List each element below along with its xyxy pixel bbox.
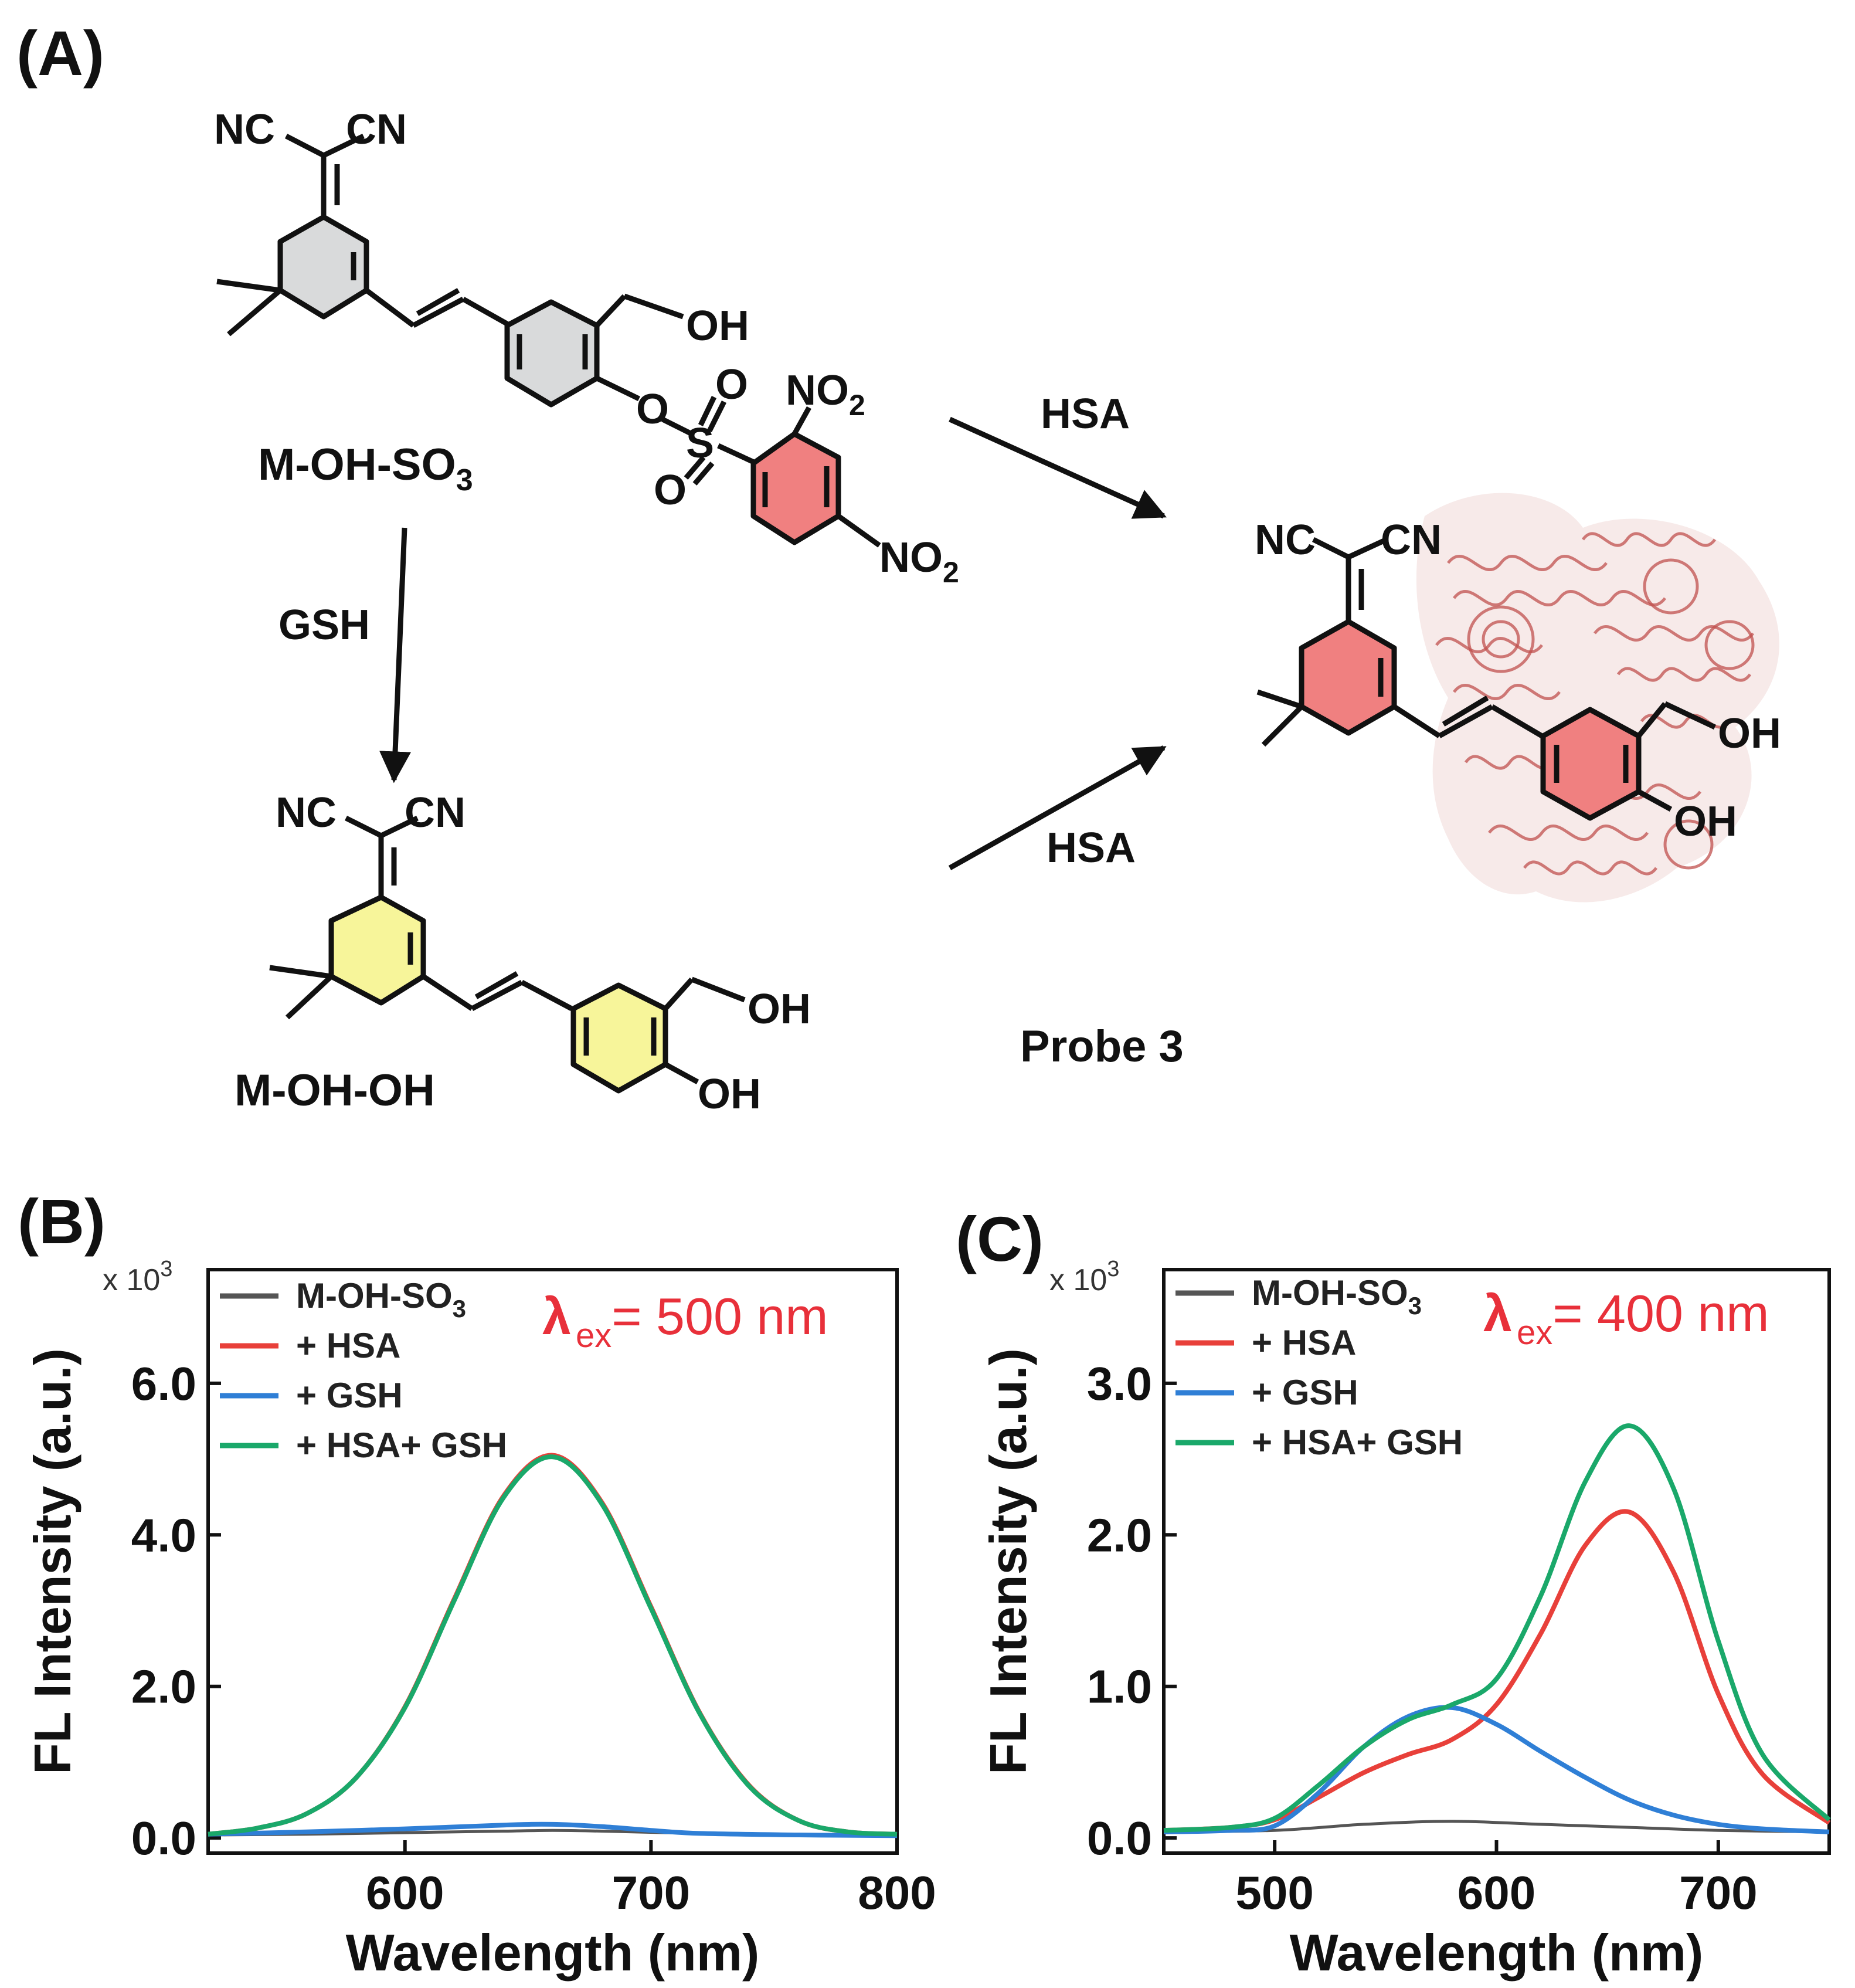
y-axis-label: FL Intensity (a.u.) — [23, 1348, 81, 1775]
compound-1-o-label-1: O — [636, 386, 669, 433]
y-tick-label: 6.0 — [131, 1358, 196, 1410]
y-multiplier-label: x 103 — [1049, 1257, 1119, 1297]
compound-2-structure — [269, 815, 746, 1094]
arrow-bottom-hsa — [948, 745, 1167, 870]
compound-2-cyclohexene-ring — [328, 894, 426, 1006]
arrow-bottom-hsa-label: HSA — [1047, 825, 1136, 871]
compound-3-cn-label: CN — [1381, 517, 1442, 564]
y-tick-label: 2.0 — [1087, 1509, 1152, 1561]
x-tick-label: 600 — [366, 1867, 444, 1919]
series-line — [1163, 1820, 1830, 1834]
series-line — [1163, 1423, 1831, 1833]
compound-3-nc-label: NC — [1255, 517, 1316, 564]
x-axis-label: Wavelength (nm) — [346, 1923, 760, 1982]
legend-label: M-OH-SO3 — [296, 1276, 466, 1322]
compound-1-cyclohexene-ring — [277, 214, 369, 320]
series-line — [208, 1454, 898, 1837]
y-tick-label: 0.0 — [1087, 1812, 1152, 1864]
chart-b: (B) 600 700 800 0.0 2.0 4.0 6.0 Wavelength (nm) F… — [18, 1186, 936, 1982]
y-tick-label: 3.0 — [1087, 1358, 1152, 1410]
compound-1-oh-label: OH — [686, 303, 749, 350]
legend-label: + GSH — [1252, 1373, 1358, 1412]
compound-3-oh-label-2: OH — [1674, 798, 1737, 845]
compound-1-dinitrophenyl-ring — [750, 431, 841, 545]
x-axis-label: Wavelength (nm) — [1290, 1923, 1704, 1982]
compound-3-structure — [1256, 537, 1716, 821]
chart-c: (C) 500 600 700 0.0 1.0 2.0 3.0 Wavelength (nm) F… — [956, 1203, 1831, 1982]
panel-a-label: (A) — [16, 18, 104, 89]
series-line — [1163, 1705, 1830, 1834]
panel-label: (C) — [956, 1203, 1044, 1274]
compound-3-name: Probe 3 — [1020, 1022, 1184, 1071]
panel-label: (B) — [18, 1186, 106, 1257]
y-multiplier-label: x 103 — [103, 1257, 172, 1297]
x-tick-label: 600 — [1458, 1867, 1535, 1919]
excitation-annotation: λ ex= 400 nm — [1483, 1284, 1769, 1352]
x-tick-label: 800 — [858, 1867, 936, 1919]
legend-label: + GSH — [296, 1376, 403, 1415]
arrow-down-gsh — [379, 527, 412, 783]
arrow-down-gsh-label: GSH — [278, 602, 370, 649]
compound-2-name: M-OH-OH — [235, 1066, 435, 1115]
arrow-top-hsa — [949, 416, 1167, 519]
compound-2-oh-label-2: OH — [698, 1071, 761, 1118]
legend-label: M-OH-SO3 — [1252, 1273, 1422, 1319]
compound-1-no2-label-2: NO2 — [879, 534, 959, 589]
compound-3-oh-label-1: OH — [1718, 710, 1781, 757]
compound-1-no2-label-1: NO2 — [786, 367, 865, 422]
plot-area: 600 700 800 0.0 2.0 4.0 6.0 Wavelength (nm) FL I… — [23, 1257, 936, 1982]
legend: M-OH-SO3+ HSA+ GSH+ HSA+ GSH — [220, 1276, 507, 1465]
compound-1-nc-label: NC — [214, 106, 275, 153]
y-tick-label: 0.0 — [131, 1812, 196, 1864]
y-tick-label: 2.0 — [131, 1661, 196, 1713]
y-tick-label: 4.0 — [131, 1509, 196, 1561]
arrow-top-hsa-label: HSA — [1041, 391, 1130, 437]
legend-label: + HSA — [296, 1326, 400, 1365]
plot-frame — [206, 1268, 899, 1855]
compound-2-nc-label: NC — [276, 789, 337, 836]
compound-2-cn-label: CN — [405, 789, 466, 836]
compound-1-structure — [216, 133, 881, 548]
legend-label: + HSA+ GSH — [1252, 1423, 1463, 1462]
panel-a: (A) — [16, 18, 1781, 1118]
y-tick-label: 1.0 — [1087, 1661, 1152, 1713]
legend-label: + HSA — [1252, 1323, 1356, 1362]
series-line — [208, 1821, 898, 1838]
x-tick-label: 700 — [1679, 1867, 1757, 1919]
y-axis-label: FL Intensity (a.u.) — [979, 1348, 1037, 1775]
compound-1-name: M-OH-SO3 — [258, 440, 473, 497]
x-tick-label: 700 — [612, 1867, 690, 1919]
compound-1-s-label: S — [686, 420, 714, 467]
compound-2-oh-label-1: OH — [748, 986, 811, 1033]
compound-3-cyclohexene-ring — [1299, 619, 1397, 736]
x-tick-label: 500 — [1235, 1867, 1313, 1919]
plot-area: 500 600 700 0.0 1.0 2.0 3.0 Wavelength (nm) FL I… — [979, 1257, 1831, 1982]
plot-frame — [1162, 1268, 1831, 1855]
excitation-annotation: λ ex= 500 nm — [542, 1287, 828, 1355]
legend-label: + HSA+ GSH — [296, 1426, 507, 1465]
compound-1-cn-label: CN — [346, 106, 407, 153]
compound-1-o-label-2: O — [715, 361, 748, 408]
compound-1-o-label-3: O — [654, 467, 687, 514]
legend: M-OH-SO3+ HSA+ GSH+ HSA+ GSH — [1175, 1273, 1463, 1462]
